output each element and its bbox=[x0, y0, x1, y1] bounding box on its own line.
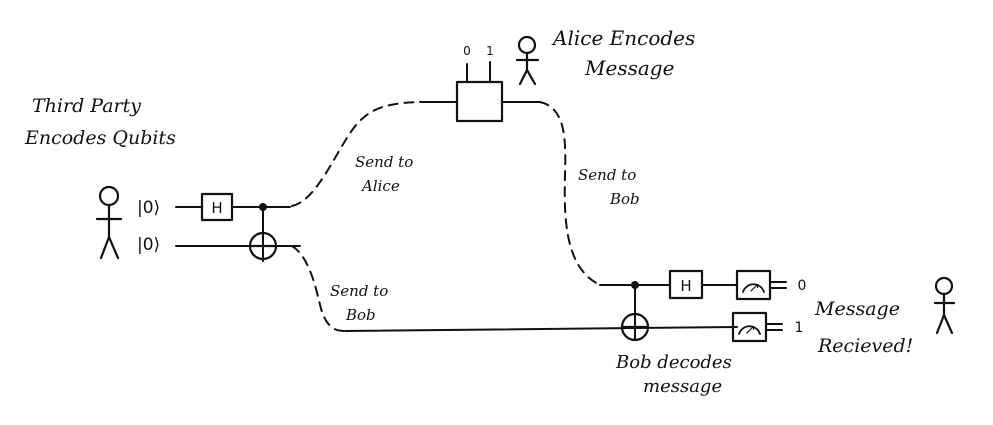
channel-alice-to-bob bbox=[539, 101, 601, 286]
bob-bottom-wire bbox=[344, 326, 738, 332]
send-to-alice-label-line1: Send to bbox=[355, 153, 413, 171]
measurement-gate-1-meter: ↗ bbox=[748, 280, 760, 296]
send-to-bob-label-2-line2: Bob bbox=[345, 306, 376, 324]
alice-encoding-box: 0 1 bbox=[455, 44, 504, 123]
bob-decodes-label-line1: Bob decodes bbox=[615, 352, 732, 373]
channel-to-alice bbox=[291, 101, 421, 207]
send-to-bob-label-1-line1: Send to bbox=[578, 166, 636, 184]
measurement-gate-2: ↗ bbox=[731, 311, 768, 343]
third-party-label-line2: Encodes Qubits bbox=[24, 127, 176, 149]
output-bit-bottom: 1 bbox=[795, 320, 804, 336]
output-bit-top: 0 bbox=[798, 278, 807, 294]
cnot-target-1 bbox=[248, 231, 278, 261]
send-to-alice-label-line2: Alice bbox=[360, 177, 400, 195]
measurement-gate-2-meter: ↗ bbox=[744, 322, 756, 338]
bob-decodes-label-line2: message bbox=[643, 376, 722, 397]
hadamard-gate-1-label: H bbox=[211, 199, 222, 217]
third-party-person-icon bbox=[95, 185, 123, 260]
bottom-qubit-ket: |0⟩ bbox=[137, 235, 160, 255]
alice-bit-0: 0 bbox=[463, 44, 471, 58]
hadamard-gate-1: H bbox=[200, 192, 234, 222]
third-party-label-line1: Third Party bbox=[32, 95, 141, 117]
send-to-bob-label-2-line1: Send to bbox=[330, 282, 388, 300]
send-to-bob-label-1-line2: Bob bbox=[609, 190, 640, 208]
alice-bit-1: 1 bbox=[486, 44, 494, 58]
bob-person-icon bbox=[933, 276, 956, 335]
measurement-gate-1: ↗ bbox=[735, 269, 772, 301]
alice-label-line1: Alice Encodes bbox=[551, 26, 695, 50]
cnot-target-2 bbox=[620, 312, 650, 342]
message-received-label-line1: Message bbox=[814, 298, 900, 320]
alice-label-line2: Message bbox=[584, 56, 674, 80]
message-received-label-line2: Recieved! bbox=[817, 335, 913, 357]
top-qubit-ket: |0⟩ bbox=[137, 198, 160, 218]
hadamard-gate-2-label: H bbox=[680, 277, 691, 295]
hadamard-gate-2: H bbox=[668, 269, 704, 300]
alice-person-icon bbox=[515, 35, 540, 86]
channel-to-bob bbox=[291, 245, 346, 332]
